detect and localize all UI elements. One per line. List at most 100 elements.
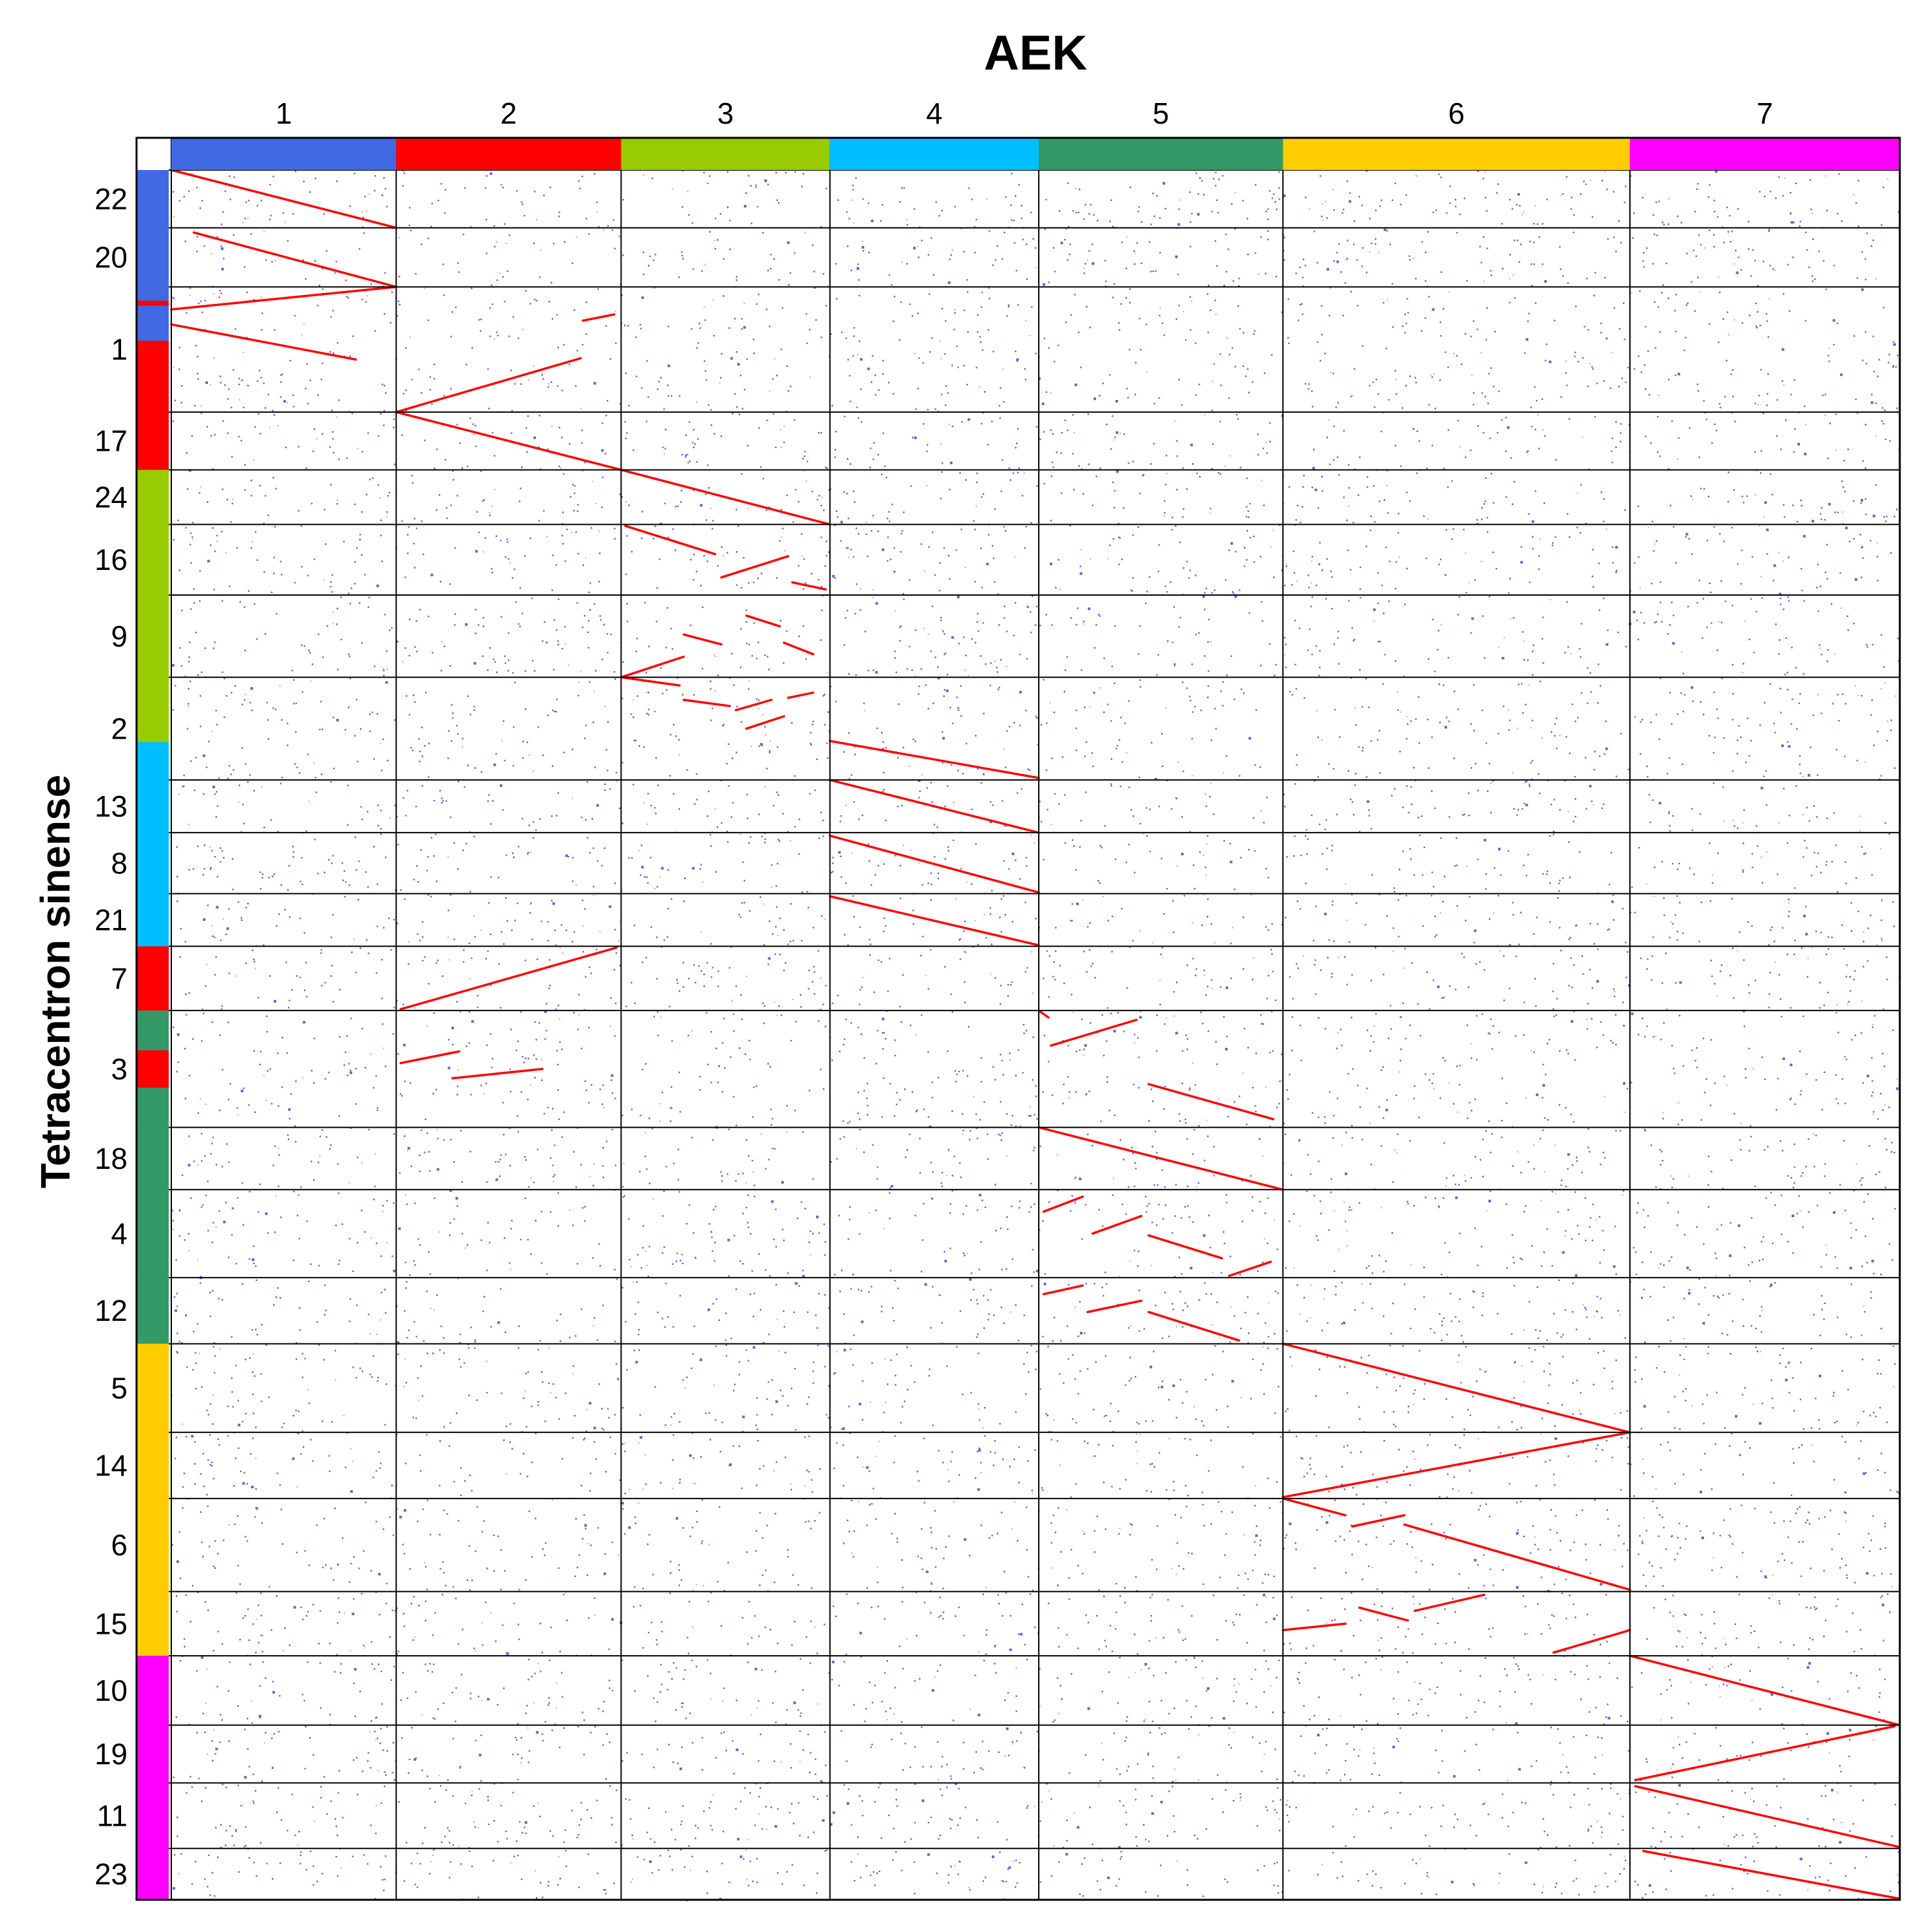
y-chrom-bar-18 xyxy=(137,1127,169,1190)
y-chrom-bar-3 xyxy=(137,1010,169,1051)
synteny-segment-6-15 xyxy=(1552,1629,1631,1654)
y-tick-label: 24 xyxy=(95,480,128,514)
y-chrom-bar-8 xyxy=(137,832,169,895)
synteny-segment-6-14 xyxy=(1282,1431,1631,1499)
y-tick-label: 22 xyxy=(95,182,128,216)
y-chrom-bar-1 xyxy=(137,305,169,341)
y-chrom-bar-1 xyxy=(137,300,169,307)
synteny-segment-1-1 xyxy=(170,285,397,311)
synteny-segment-7-11 xyxy=(1634,1785,1901,1848)
y-tick-label: 19 xyxy=(95,1738,128,1771)
synteny-segments xyxy=(170,169,1901,1900)
synteny-segment-5-3 xyxy=(1037,1009,1050,1019)
y-chrom-bar-20 xyxy=(137,227,169,287)
synteny-segment-7-10 xyxy=(1629,1654,1901,1727)
chromosome-grid xyxy=(137,138,1900,1900)
synteny-segment-3-2 xyxy=(745,715,786,730)
y-tick-label: 21 xyxy=(95,904,128,937)
y-chrom-bar-9 xyxy=(137,595,169,678)
background-hits-blue xyxy=(171,170,1901,1902)
y-tick-label: 9 xyxy=(111,620,128,653)
y-chrom-bar-1 xyxy=(137,341,169,413)
synteny-segment-6-6 xyxy=(1403,1523,1631,1591)
synteny-segment-5-4 xyxy=(1042,1195,1084,1213)
x-axis-title: AEK xyxy=(984,26,1088,80)
x-chrom-bar-5 xyxy=(1038,138,1283,170)
y-chrom-bar-3 xyxy=(137,1050,169,1088)
background-hits-red xyxy=(171,170,1900,1901)
y-tick-label: 23 xyxy=(95,1857,128,1891)
synteny-segment-3-2 xyxy=(735,698,773,712)
y-chrom-bar-3 xyxy=(137,1087,169,1128)
y-tick-label: 7 xyxy=(111,961,128,995)
x-tick-label: 2 xyxy=(500,97,517,130)
synteny-segment-3-16 xyxy=(791,581,827,591)
synteny-segment-7-19 xyxy=(1634,1725,1896,1781)
y-axis-title: Tetracentron sinense xyxy=(32,775,79,1189)
x-tick-label: 5 xyxy=(1153,97,1170,130)
y-chrom-bar-17 xyxy=(137,412,169,471)
y-tick-label: 11 xyxy=(97,1799,128,1832)
synteny-segment-2-1 xyxy=(395,357,582,413)
y-tick-label: 2 xyxy=(111,712,128,745)
y-chrom-bar-11 xyxy=(137,1783,169,1849)
synteny-segment-4-2 xyxy=(828,739,1040,779)
synteny-segment-7-23 xyxy=(1642,1850,1901,1900)
synteny-segment-3-2 xyxy=(682,698,731,708)
synteny-segment-5-3 xyxy=(1050,1018,1138,1047)
synteny-segment-5-12 xyxy=(1042,1284,1084,1296)
synteny-segment-3-9 xyxy=(782,641,815,656)
synteny-segment-4-21 xyxy=(828,895,1040,947)
y-chrom-bar-6 xyxy=(137,1498,169,1592)
y-tick-label: 5 xyxy=(111,1371,128,1405)
y-chrom-bar-2 xyxy=(137,677,169,743)
synteny-segment-2-1 xyxy=(582,313,616,322)
x-tick-label: 1 xyxy=(276,97,292,130)
x-tick-label: 3 xyxy=(717,97,734,130)
synteny-segment-3-9 xyxy=(620,655,685,679)
synteny-segment-1-20 xyxy=(193,231,397,289)
y-tick-label: 3 xyxy=(111,1052,128,1086)
synteny-segment-5-18 xyxy=(1037,1126,1284,1191)
y-chrom-bar-10 xyxy=(137,1656,169,1726)
y-tick-labels: 22 20 1 17 24 16 9 2 13 8 21 7 3 18 4 12 5 14 6 15 10 19 11 23 xyxy=(95,182,128,1891)
corner-cell xyxy=(137,138,169,170)
x-chrom-bar-4 xyxy=(829,138,1039,170)
synteny-segment-5-3 xyxy=(1147,1083,1274,1121)
x-chrom-bar-2 xyxy=(396,138,621,170)
background-hits xyxy=(171,170,1901,1902)
synteny-segment-3-2 xyxy=(620,676,681,687)
y-chrom-bar-4 xyxy=(137,1189,169,1278)
synteny-segment-3-2 xyxy=(787,691,815,699)
y-tick-label: 13 xyxy=(95,790,128,823)
x-chrom-bar-6 xyxy=(1283,138,1630,170)
y-chrom-bar-1 xyxy=(137,287,169,301)
synteny-segment-6-15 xyxy=(1282,1622,1347,1631)
y-tick-label: 18 xyxy=(95,1142,128,1175)
synteny-segment-3-16 xyxy=(720,554,790,579)
y-chrom-bar-13 xyxy=(137,780,169,833)
y-chrom-bar-12 xyxy=(137,1277,169,1345)
synteny-segment-1-22 xyxy=(170,169,397,229)
synteny-segment-4-13 xyxy=(828,779,1040,834)
synteny-segment-4-8 xyxy=(828,834,1040,894)
x-chrom-bar-7 xyxy=(1629,138,1900,170)
synteny-segment-6-6 xyxy=(1351,1514,1406,1528)
synteny-segment-5-12 xyxy=(1086,1300,1142,1314)
synteny-segment-3-24 xyxy=(620,468,831,526)
synteny-segment-6-15 xyxy=(1414,1593,1486,1613)
y-tick-label: 14 xyxy=(95,1449,128,1482)
y-tick-label: 10 xyxy=(95,1674,128,1707)
x-tick-label: 6 xyxy=(1448,97,1465,130)
y-tick-label: 4 xyxy=(111,1217,128,1251)
synteny-segment-3-9 xyxy=(745,614,781,628)
synteny-segment-5-4 xyxy=(1091,1215,1142,1235)
y-chrom-bar-16 xyxy=(137,524,169,596)
y-chrom-bar-19 xyxy=(137,1725,169,1784)
synteny-segment-2-3 xyxy=(451,1068,544,1080)
synteny-segment-5-12 xyxy=(1147,1311,1240,1342)
synteny-segment-1-1 xyxy=(170,323,357,361)
synteny-segment-2-3 xyxy=(399,1050,460,1065)
y-tick-label: 15 xyxy=(95,1607,128,1640)
